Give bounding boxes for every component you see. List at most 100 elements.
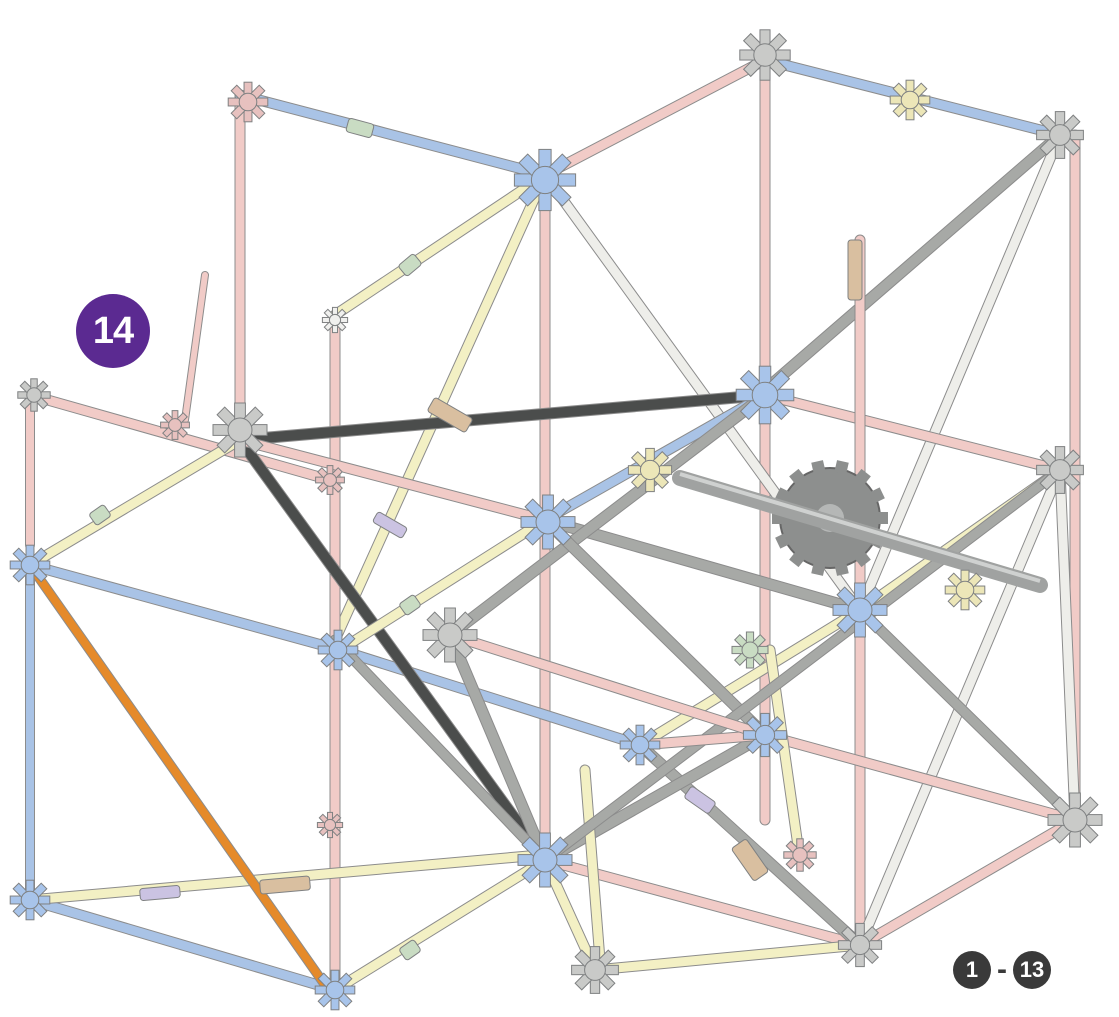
rod-connector-block: [427, 397, 473, 433]
connector-hub: [530, 165, 560, 195]
gear-tooth: [834, 460, 849, 475]
rod: [25, 560, 345, 655]
rod: [235, 390, 770, 445]
connector-hub: [323, 473, 337, 487]
range-end: 13: [1019, 957, 1045, 982]
connector-hub: [238, 92, 258, 112]
connector-hub: [227, 417, 253, 443]
connector-hub: [323, 818, 337, 832]
connector-hub: [754, 724, 776, 746]
rod: [855, 130, 1065, 615]
rod-connector-block: [259, 875, 311, 895]
rod: [445, 390, 770, 640]
k-nex-connector-icon: [227, 81, 269, 123]
range-end-badge: 13: [1013, 951, 1051, 989]
rod-connector-block: [731, 839, 769, 881]
k-nex-connector-icon: [314, 969, 356, 1011]
rod: [330, 635, 550, 865]
connector-hub: [168, 418, 182, 432]
grey-axle: [672, 470, 1048, 593]
connector-hub: [532, 847, 558, 873]
connector-hub: [753, 43, 777, 67]
k-nex-connector-icon: [9, 879, 51, 921]
range-separator: -: [997, 953, 1007, 986]
connector-hub: [20, 890, 40, 910]
rod: [540, 55, 770, 180]
rod-connector-block: [89, 504, 111, 526]
k-nex-connector-icon: [17, 378, 51, 412]
connector-hub: [792, 847, 808, 863]
connector-hub: [584, 959, 606, 981]
connector-hub: [328, 313, 342, 327]
k-nex-connector-icon: [571, 946, 619, 994]
rod: [540, 730, 770, 865]
rod-connector-block: [345, 118, 375, 138]
gear-tooth: [789, 550, 807, 568]
connector-hub: [26, 387, 42, 403]
k-nex-connector-icon: [160, 410, 190, 440]
rod-connector-block: [399, 594, 421, 616]
gear-tooth: [811, 460, 826, 475]
rod-connector-block: [399, 939, 421, 961]
connector-hub: [900, 90, 920, 110]
step-number-badge: 14: [76, 294, 150, 368]
k-nex-connector-icon: [9, 544, 51, 586]
step-range-indicator: 1 - 13: [953, 950, 1051, 990]
gear-tooth: [834, 561, 849, 576]
connector-hub: [437, 622, 463, 648]
rod: [445, 630, 770, 740]
k-nex-connector-icon: [520, 494, 576, 550]
k-nex-connector-icon: [321, 306, 349, 334]
k-nex-connector-icon: [735, 365, 795, 425]
k-nex-connector-icon: [316, 811, 344, 839]
connectors-layer: [9, 29, 1103, 1011]
rod: [540, 515, 770, 740]
rod: [335, 515, 550, 655]
k-nex-connector-icon: [422, 607, 478, 663]
rod: [25, 390, 335, 485]
connector-hub: [1049, 124, 1071, 146]
rod: [855, 815, 1080, 950]
gear-tooth: [775, 532, 792, 549]
connector-hub: [849, 934, 871, 956]
k-nex-connector-icon: [212, 402, 268, 458]
k-nex-connector-icon: [1036, 111, 1084, 159]
connector-hub: [535, 509, 561, 535]
connector-hub: [1062, 807, 1088, 833]
rod: [235, 90, 550, 180]
rod: [540, 465, 1065, 865]
connector-hub: [325, 980, 345, 1000]
rod: [335, 645, 645, 750]
k-nex-connector-icon: [627, 447, 673, 493]
connector-hub: [1049, 459, 1071, 481]
rod: [540, 515, 865, 615]
rod: [580, 765, 605, 965]
k-nex-connector-icon: [889, 79, 931, 121]
gear-tooth: [789, 468, 807, 486]
rod-connector-block: [139, 885, 181, 901]
gear-tooth: [868, 487, 885, 504]
k-nex-connector-icon: [1036, 446, 1084, 494]
k-nex-connector-icon: [517, 832, 573, 888]
range-start-badge: 1: [953, 951, 991, 989]
rod: [25, 895, 340, 995]
rod: [182, 272, 208, 423]
k-nex-connector-icon: [317, 629, 359, 671]
connector-hub: [630, 735, 650, 755]
rod: [1055, 465, 1080, 825]
rod: [760, 390, 1065, 475]
gear-tooth: [853, 468, 871, 486]
range-start: 1: [965, 957, 979, 982]
k-nex-connector-icon: [832, 582, 888, 638]
rod-connector-block: [684, 786, 716, 814]
k-nex-connector-icon: [783, 838, 817, 872]
rod: [445, 630, 550, 865]
k-nex-connector-icon: [944, 569, 986, 611]
rod: [25, 435, 245, 570]
k-nex-connector-icon: [315, 465, 345, 495]
rod: [590, 940, 865, 975]
k-nex-connector-icon: [731, 631, 769, 669]
rod: [235, 435, 550, 525]
rod-connector-block: [847, 239, 863, 301]
